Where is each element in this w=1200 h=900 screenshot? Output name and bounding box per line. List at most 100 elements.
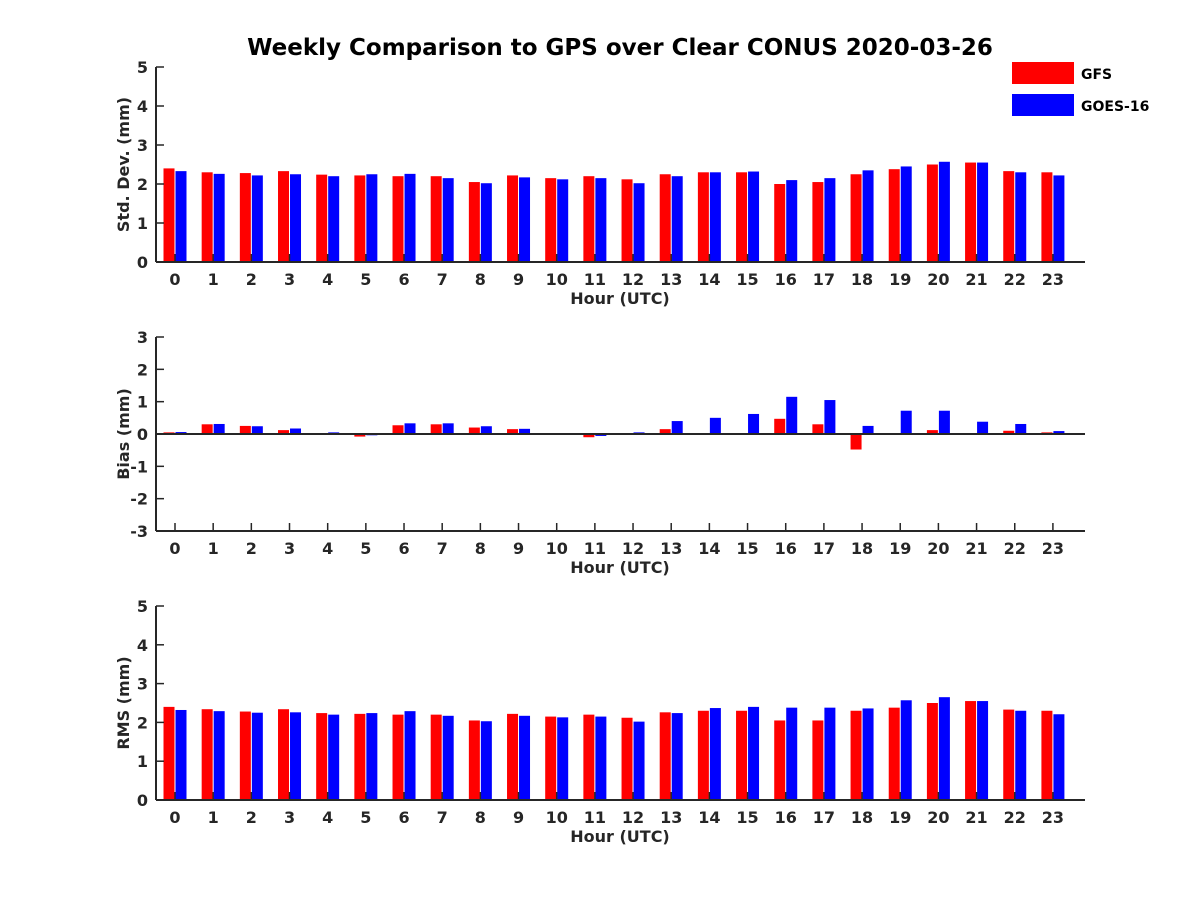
std-dev-y-tick-label: 4: [137, 97, 148, 116]
std-dev-bar-goes16-18: [862, 170, 874, 262]
bias-x-tick-label: 15: [736, 539, 758, 558]
rms-bar-goes16-21: [977, 701, 989, 800]
bias-x-tick-label: 19: [889, 539, 911, 558]
bias-bar-goes16-22: [1015, 423, 1027, 434]
std-dev-x-tick-label: 23: [1042, 270, 1064, 289]
legend: GFS GOES-16: [1012, 62, 1149, 116]
rms-bar-goes16-15: [748, 706, 760, 800]
rms-y-tick-label: 3: [137, 675, 148, 694]
rms-bar-goes16-2: [251, 712, 263, 800]
rms-bar-goes16-13: [671, 713, 683, 800]
std-dev-y-tick-label: 5: [137, 58, 148, 77]
rms-x-tick-label: 9: [513, 808, 524, 827]
bias-bar-gfs-9: [507, 429, 519, 434]
std-dev-bar-goes16-16: [786, 180, 798, 262]
bias-x-tick-label: 2: [246, 539, 257, 558]
rms-bar-goes16-14: [709, 708, 721, 800]
bias-y-axis-label: Bias (mm): [114, 388, 133, 480]
bias-y-tick-label: 2: [137, 360, 148, 379]
rms-bar-gfs-3: [278, 709, 290, 800]
rms-bar-goes16-1: [213, 711, 225, 800]
rms-x-tick-label: 10: [546, 808, 568, 827]
bias-bar-goes16-15: [748, 413, 760, 434]
legend-label-gfs: GFS: [1081, 67, 1112, 83]
chart-title: Weekly Comparison to GPS over Clear CONU…: [247, 35, 993, 61]
std-dev-bar-goes16-19: [900, 166, 912, 262]
bias-bar-gfs-13: [659, 429, 671, 434]
std-dev-y-axis-label: Std. Dev. (mm): [114, 97, 133, 232]
std-dev-bar-gfs-21: [965, 162, 977, 262]
bias-x-tick-label: 4: [322, 539, 333, 558]
std-dev-bar-gfs-4: [316, 174, 328, 262]
std-dev-bar-goes16-13: [671, 176, 683, 262]
bias-bar-goes16-13: [671, 421, 683, 434]
bias-x-tick-label: 21: [965, 539, 987, 558]
bias-bar-gfs-18: [850, 434, 862, 450]
std-dev-bar-gfs-20: [926, 164, 938, 262]
bias-bar-goes16-1: [213, 423, 225, 434]
rms-x-tick-label: 19: [889, 808, 911, 827]
rms-y-tick-label: 5: [137, 597, 148, 616]
rms-bar-gfs-1: [201, 709, 213, 800]
bias-bar-goes16-14: [709, 417, 721, 434]
std-dev-bar-goes16-17: [824, 178, 836, 262]
std-dev-y-tick-label: 0: [137, 253, 148, 272]
std-dev-x-tick-label: 4: [322, 270, 333, 289]
rms-bar-gfs-15: [736, 710, 748, 800]
std-dev-bar-goes16-5: [366, 174, 378, 262]
rms-x-tick-label: 21: [965, 808, 987, 827]
std-dev-x-tick-label: 3: [284, 270, 295, 289]
bias-bar-gfs-16: [774, 418, 786, 434]
std-dev-bar-gfs-8: [468, 182, 480, 262]
std-dev-bar-goes16-21: [977, 162, 989, 262]
bias-bar-goes16-23: [1053, 431, 1065, 434]
std-dev-bar-gfs-18: [850, 174, 862, 262]
bias-x-tick-label: 5: [360, 539, 371, 558]
std-dev-bar-goes16-12: [633, 183, 645, 262]
rms-bar-goes16-4: [328, 714, 340, 800]
bias-bar-goes16-6: [404, 423, 416, 434]
std-dev-y-tick-label: 1: [137, 214, 148, 233]
std-dev-x-tick-label: 10: [546, 270, 568, 289]
std-dev-x-tick-label: 22: [1004, 270, 1026, 289]
rms-bar-goes16-19: [900, 700, 912, 800]
rms-bar-gfs-17: [812, 720, 824, 800]
rms-x-tick-label: 20: [927, 808, 949, 827]
bias-x-tick-label: 16: [775, 539, 797, 558]
bias-bar-gfs-3: [278, 430, 290, 434]
rms-x-tick-label: 4: [322, 808, 333, 827]
rms-x-tick-label: 14: [698, 808, 720, 827]
bias-x-tick-label: 13: [660, 539, 682, 558]
rms-x-tick-label: 6: [398, 808, 409, 827]
rms-x-tick-label: 7: [437, 808, 448, 827]
bias-bar-goes16-19: [900, 410, 912, 434]
bias-bar-goes16-16: [786, 396, 798, 434]
bias-x-axis-label: Hour (UTC): [570, 558, 670, 577]
rms-x-tick-label: 15: [736, 808, 758, 827]
std-dev-bar-goes16-4: [328, 176, 340, 262]
rms-bar-gfs-21: [965, 701, 977, 800]
std-dev-bar-goes16-23: [1053, 175, 1065, 262]
rms-bar-goes16-9: [519, 715, 531, 800]
bias-x-tick-label: 0: [169, 539, 180, 558]
rms-bar-gfs-8: [468, 720, 480, 800]
rms-x-tick-label: 13: [660, 808, 682, 827]
rms-bar-gfs-14: [697, 710, 709, 800]
std-dev-bar-gfs-1: [201, 172, 213, 262]
std-dev-bar-gfs-0: [163, 168, 175, 262]
rms-x-tick-label: 18: [851, 808, 873, 827]
std-dev-x-tick-label: 14: [698, 270, 720, 289]
std-dev-bar-gfs-19: [888, 169, 900, 262]
std-dev-x-tick-label: 11: [584, 270, 606, 289]
rms-x-tick-label: 22: [1004, 808, 1026, 827]
std-dev-y-tick-label: 3: [137, 136, 148, 155]
std-dev-bar-goes16-8: [480, 183, 492, 262]
std-dev-x-tick-label: 1: [208, 270, 219, 289]
bias-x-tick-label: 7: [437, 539, 448, 558]
rms-bar-goes16-20: [938, 697, 950, 800]
rms-x-tick-label: 16: [775, 808, 797, 827]
rms-bar-gfs-16: [774, 720, 786, 800]
rms-bar-goes16-16: [786, 707, 798, 800]
